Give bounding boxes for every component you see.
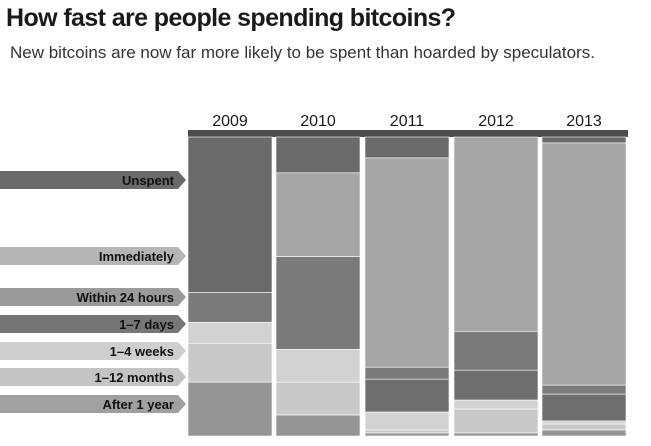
- bar-segment-unspent-2010: [275, 136, 361, 174]
- legend-label-unspent: Unspent: [122, 173, 175, 188]
- bar-segment-1-4-weeks-2013: [541, 420, 627, 425]
- bar-segment-after-1-year-2009: [187, 381, 273, 437]
- bar-segment-after-1-year-2012: [453, 432, 539, 437]
- bar-segment-unspent-2013: [541, 136, 627, 144]
- legend-label-1-12-months: 1–12 months: [95, 370, 174, 385]
- chart-title: How fast are people spending bitcoins?: [6, 4, 456, 32]
- bar-segment-after-1-year-2011: [364, 432, 450, 437]
- legend-tag-1-4-weeks: [0, 342, 186, 360]
- category-label-2011: 2011: [390, 113, 425, 130]
- legend-label-1-7-days: 1–7 days: [119, 317, 174, 332]
- bar-segment-immediately-2013: [541, 142, 627, 386]
- legend-label-immediately: Immediately: [99, 249, 175, 264]
- bar-segment-1-4-weeks-2012: [453, 399, 539, 410]
- legend-tag-1-7-days: [0, 315, 186, 333]
- bar-segment-1-12-months-2010: [275, 381, 361, 416]
- bar-segment-1-4-weeks-2009: [187, 322, 273, 344]
- bar-segment-unspent-2011: [364, 136, 450, 159]
- bar-segment-within-24-hours-2010: [275, 256, 361, 350]
- legend-label-1-4-weeks: 1–4 weeks: [110, 344, 174, 359]
- bar-segment-within-24-hours-2012: [453, 331, 539, 371]
- bar-segment-immediately-2011: [364, 157, 450, 368]
- category-label-2009: 2009: [212, 113, 248, 130]
- bar-segment-1-4-weeks-2011: [364, 411, 450, 431]
- legend-tag-unspent: [0, 171, 186, 189]
- bar-segment-1-12-months-2009: [187, 343, 273, 383]
- bar-segment-immediately-2010: [275, 172, 361, 257]
- bar-segment-unspent-2009: [187, 136, 273, 293]
- category-label-2012: 2012: [478, 113, 514, 130]
- bar-segment-1-4-weeks-2010: [275, 348, 361, 383]
- bar-segment-within-24-hours-2009: [187, 292, 273, 323]
- bar-segment-after-1-year-2010: [275, 414, 361, 437]
- bar-segment-1-7-days-2011: [364, 378, 450, 413]
- bar-segment-immediately-2012: [453, 136, 539, 332]
- legend-tag-within-24-hours: [0, 288, 186, 306]
- legend-label-within-24-hours: Within 24 hours: [77, 290, 174, 305]
- legend-tag-1-12-months: [0, 368, 186, 386]
- bar-segment-1-7-days-2012: [453, 369, 539, 401]
- category-label-2010: 2010: [300, 113, 336, 130]
- legend-tag-immediately: [0, 247, 186, 265]
- chart-subtitle: New bitcoins are now far more likely to …: [10, 43, 595, 62]
- bar-segment-within-24-hours-2013: [541, 384, 627, 395]
- legend-label-after-1-year: After 1 year: [102, 397, 174, 412]
- bar-segment-1-7-days-2013: [541, 393, 627, 422]
- bar-segment-1-12-months-2012: [453, 408, 539, 434]
- category-label-2013: 2013: [566, 113, 602, 130]
- legend-tag-after-1-year: [0, 395, 186, 413]
- bar-segment-after-1-year-2013: [541, 429, 627, 437]
- bar-segment-1-12-months-2011: [364, 429, 450, 434]
- bar-segment-within-24-hours-2011: [364, 366, 450, 380]
- column-header-bar: [188, 130, 628, 137]
- bar-segment-1-12-months-2013: [541, 423, 627, 431]
